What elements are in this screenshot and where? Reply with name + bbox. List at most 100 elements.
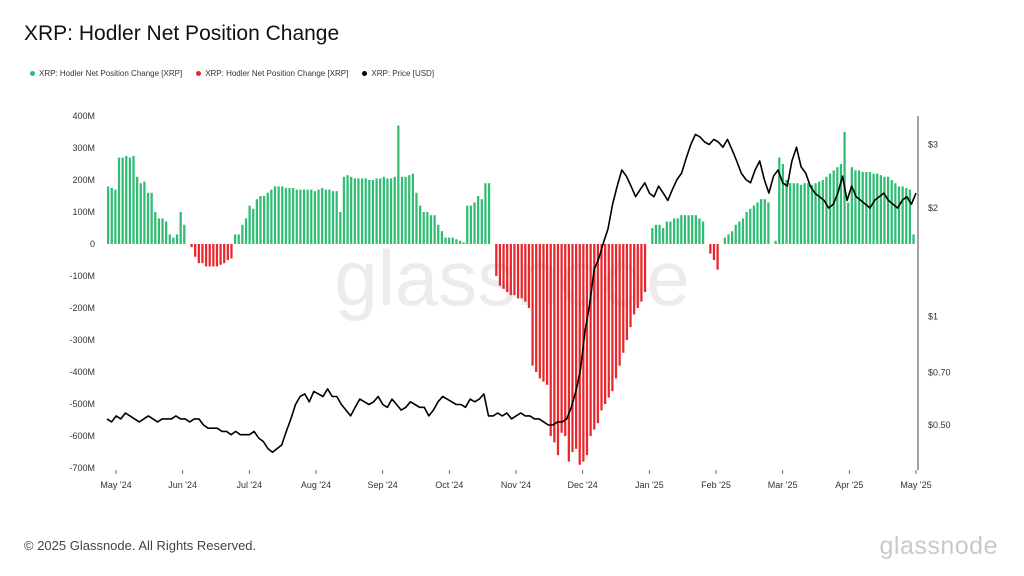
- bar-negative: [571, 244, 574, 452]
- bar-negative: [712, 244, 716, 260]
- bar-positive: [807, 183, 810, 244]
- legend-label-positive: XRP: Hodler Net Position Change [XRP]: [39, 69, 183, 78]
- bar-negative: [538, 244, 541, 379]
- bar-negative: [633, 244, 636, 315]
- bar-positive: [284, 188, 288, 244]
- bar-positive: [379, 178, 382, 244]
- bar-positive: [767, 202, 770, 244]
- legend-item-negative[interactable]: XRP: Hodler Net Position Change [XRP]: [196, 69, 348, 78]
- bar-negative: [600, 244, 603, 411]
- bar-negative: [607, 244, 610, 398]
- bar-positive: [375, 178, 378, 244]
- x-tick-label: Jan '25: [635, 480, 664, 490]
- bar-positive: [237, 234, 240, 244]
- bar-positive: [346, 175, 349, 244]
- bar-positive: [277, 186, 280, 244]
- bar-positive: [288, 188, 291, 244]
- bar-positive: [691, 215, 694, 244]
- bar-positive: [469, 205, 473, 244]
- bar-positive: [418, 205, 422, 244]
- bar-positive: [114, 189, 117, 244]
- bar-positive: [368, 180, 371, 244]
- bar-negative: [190, 244, 193, 248]
- bar-positive: [397, 125, 400, 244]
- bar-positive: [448, 237, 451, 244]
- glassnode-logo: glassnode: [879, 532, 998, 560]
- bar-positive: [136, 176, 139, 244]
- legend-item-positive[interactable]: XRP: Hodler Net Position Change [XRP]: [30, 69, 182, 78]
- bar-negative: [219, 244, 222, 265]
- bar-positive: [415, 192, 418, 244]
- bar-positive: [738, 221, 741, 244]
- bar-positive: [172, 237, 175, 244]
- bar-negative: [204, 244, 208, 267]
- y-right-tick-label: $0.50: [928, 420, 951, 430]
- y-left-tick-label: -700M: [69, 463, 95, 473]
- bar-positive: [651, 228, 654, 244]
- bar-positive: [792, 183, 795, 244]
- bar-positive: [310, 189, 313, 244]
- bar-positive: [473, 202, 476, 244]
- bar-positive: [905, 188, 908, 244]
- bar-positive: [818, 181, 821, 244]
- bar-positive: [183, 224, 186, 244]
- bar-positive: [353, 178, 356, 244]
- bar-positive: [828, 173, 832, 244]
- bar-positive: [796, 183, 799, 244]
- bar-negative: [531, 244, 534, 366]
- bar-positive: [774, 240, 777, 244]
- bar-positive: [360, 178, 364, 244]
- x-tick-label: Oct '24: [435, 480, 463, 490]
- bar-positive: [382, 176, 385, 244]
- bar-negative: [524, 244, 527, 302]
- bar-negative: [709, 244, 712, 254]
- bar-positive: [669, 221, 672, 244]
- legend-label-negative: XRP: Hodler Net Position Change [XRP]: [205, 69, 349, 78]
- legend-label-price: XRP: Price [USD]: [371, 69, 435, 78]
- bar-positive: [810, 184, 814, 244]
- legend-item-price[interactable]: XRP: Price [USD]: [362, 69, 434, 78]
- bar-negative: [527, 244, 531, 308]
- bar-positive: [861, 172, 864, 244]
- bar-positive: [694, 215, 697, 244]
- x-tick-label: Jul '24: [236, 480, 262, 490]
- bar-negative: [223, 244, 226, 264]
- bar-positive: [248, 205, 251, 244]
- bar-positive: [741, 218, 745, 244]
- bar-negative: [622, 244, 625, 353]
- bar-positive: [335, 191, 338, 244]
- bar-positive: [799, 184, 803, 244]
- x-tick-label: May '25: [900, 480, 931, 490]
- bar-negative: [230, 244, 233, 259]
- bar-positive: [908, 189, 911, 244]
- bar-positive: [295, 189, 298, 244]
- legend-dot-black: [362, 71, 368, 76]
- bar-positive: [847, 202, 850, 244]
- bar-positive: [477, 196, 480, 244]
- bar-negative: [643, 244, 647, 292]
- bar-positive: [408, 175, 411, 244]
- bar-positive: [458, 240, 462, 244]
- bar-positive: [680, 215, 683, 244]
- bar-positive: [165, 221, 168, 244]
- bar-positive: [143, 181, 146, 244]
- bar-positive: [426, 212, 429, 244]
- y-left-tick-label: -400M: [69, 367, 95, 377]
- bar-positive: [331, 191, 335, 244]
- bar-positive: [440, 231, 444, 244]
- bar-positive: [121, 157, 124, 244]
- bar-positive: [676, 218, 679, 244]
- bar-positive: [107, 186, 110, 244]
- bar-positive: [879, 175, 882, 244]
- bar-positive: [263, 196, 266, 244]
- x-tick-label: Mar '25: [768, 480, 798, 490]
- y-right-tick-label: $0.70: [928, 367, 951, 377]
- bar-positive: [128, 157, 132, 244]
- bar-positive: [825, 176, 828, 244]
- x-tick-label: Nov '24: [501, 480, 531, 490]
- bar-positive: [339, 212, 342, 244]
- legend-dot-red: [196, 71, 202, 76]
- bar-positive: [255, 199, 258, 244]
- bar-positive: [850, 167, 853, 244]
